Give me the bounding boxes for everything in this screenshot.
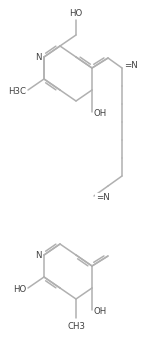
Text: =N: =N: [124, 61, 138, 70]
Text: HO: HO: [13, 286, 26, 295]
Text: OH: OH: [94, 307, 107, 316]
Text: N: N: [35, 52, 42, 61]
Text: N: N: [35, 250, 42, 259]
Text: =N: =N: [96, 194, 110, 203]
Text: CH3: CH3: [67, 322, 85, 331]
Text: HO: HO: [69, 9, 83, 18]
Text: OH: OH: [94, 109, 107, 118]
Text: H3C: H3C: [8, 88, 26, 97]
